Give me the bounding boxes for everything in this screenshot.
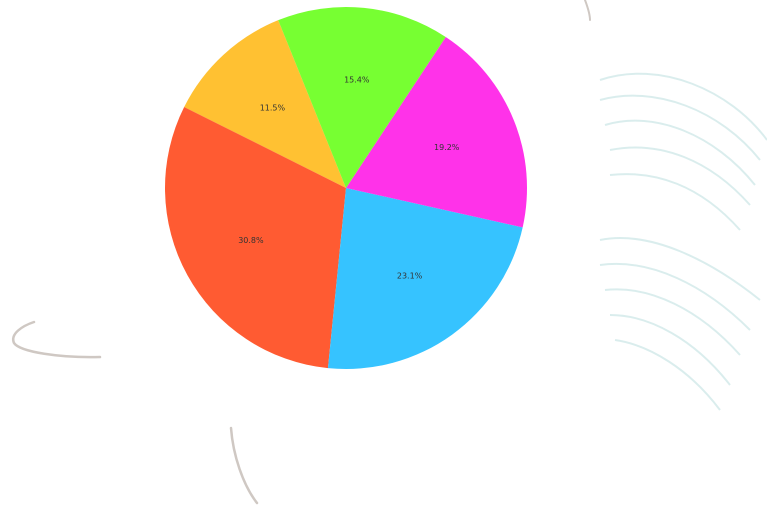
pie-slice [165, 106, 346, 369]
pie-labels: 11.5% 30.8% 23.1% 19.2% 15.4% [238, 75, 460, 280]
slice-percent-label: 23.1% [397, 272, 423, 281]
pie-slice [327, 188, 523, 370]
pie-slice [346, 36, 528, 228]
curved-stroke [11, 320, 102, 359]
slice-percent-label: 19.2% [434, 143, 460, 152]
curved-stroke [229, 426, 259, 505]
pie-slice [184, 20, 346, 189]
pie-slices [165, 7, 528, 370]
slice-percent-label: 11.5% [260, 104, 286, 113]
curved-stroke [584, 0, 591, 21]
slice-percent-label: 30.8% [238, 236, 264, 245]
pie-slice [278, 7, 446, 188]
palm-frond-watermark [599, 72, 767, 411]
slice-percent-label: 15.4% [344, 75, 370, 84]
background-decoration [11, 0, 767, 505]
